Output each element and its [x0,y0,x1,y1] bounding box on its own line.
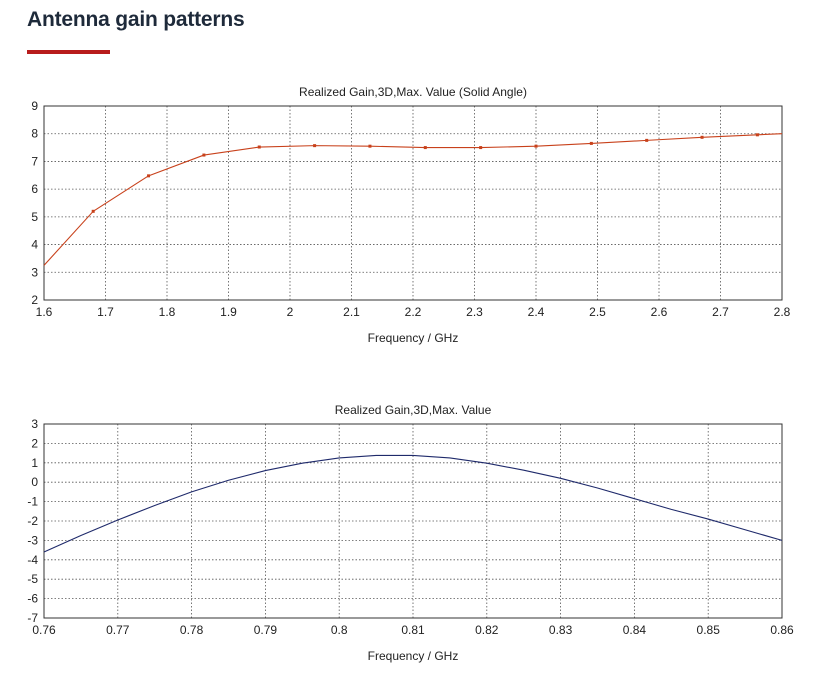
x-tick-label: 0.81 [401,623,425,637]
x-tick-label: 2.5 [589,305,606,319]
x-tick-label: 2.2 [405,305,422,319]
chart-title: Realized Gain,3D,Max. Value [335,403,492,417]
x-tick-label: 1.7 [97,305,114,319]
y-tick-label: 2 [31,436,38,450]
data-point [368,144,372,148]
data-point [202,153,206,157]
data-point [534,144,538,148]
y-tick-label: 8 [31,127,38,141]
x-tick-label: 2.6 [651,305,668,319]
y-tick-label: 0 [31,475,38,489]
y-tick-label: 6 [31,182,38,196]
x-tick-label: 2.3 [466,305,483,319]
y-tick-label: -3 [27,533,38,547]
y-tick-label: 3 [31,417,38,431]
y-tick-label: -5 [27,572,38,586]
series-line [43,454,783,553]
x-tick-label: 0.76 [32,623,56,637]
y-tick-label: 2 [31,293,38,307]
y-tick-label: 5 [31,210,38,224]
x-tick-label: 0.82 [475,623,499,637]
x-tick-label: 1.9 [220,305,237,319]
x-axis-label: Frequency / GHz [368,331,459,345]
plot-frame [43,423,783,619]
y-tick-label: 1 [31,456,38,470]
x-tick-label: 0.78 [180,623,204,637]
gain-chart-solid-angle: Realized Gain,3D,Max. Value (Solid Angle… [31,85,791,345]
page-heading: Antenna gain patterns [27,8,245,31]
x-tick-label: 0.8 [331,623,348,637]
y-tick-label: 7 [31,154,38,168]
y-tick-label: 9 [31,99,38,113]
y-tick-label: -7 [27,611,38,625]
data-point [479,146,483,150]
y-tick-label: 3 [31,265,38,279]
data-point [313,144,317,148]
data-point [257,145,261,149]
data-point [755,133,759,137]
gain-chart-low-band: Realized Gain,3D,Max. Value 0.76 0.77 0.78 0… [27,403,794,663]
x-tick-label: 0.83 [549,623,573,637]
heading-underline [27,50,110,54]
x-tick-label: 2.1 [343,305,360,319]
x-tick-label: 0.84 [623,623,647,637]
x-tick-label: 1.8 [159,305,176,319]
x-tick-label: 2 [287,305,294,319]
chart-title: Realized Gain,3D,Max. Value (Solid Angle… [299,85,527,99]
data-point [147,174,151,178]
data-point [589,141,593,145]
data-point [423,146,427,150]
data-point [91,209,95,213]
x-tick-label: 2.4 [528,305,545,319]
y-tick-label: -6 [27,592,38,606]
x-axis-label: Frequency / GHz [368,649,459,663]
x-tick-label: 0.85 [697,623,721,637]
x-tick-label: 2.7 [712,305,729,319]
x-tick-label: 0.79 [254,623,278,637]
data-point [645,138,649,142]
y-tick-label: -1 [27,495,38,509]
x-tick-label: 0.86 [770,623,794,637]
y-tick-label: -2 [27,514,38,528]
x-tick-label: 0.77 [106,623,130,637]
y-tick-label: -4 [27,553,38,567]
x-tick-label: 1.6 [36,305,53,319]
plot-frame [43,105,783,301]
data-point [700,135,704,139]
x-tick-label: 2.8 [774,305,791,319]
y-tick-label: 4 [31,238,38,252]
